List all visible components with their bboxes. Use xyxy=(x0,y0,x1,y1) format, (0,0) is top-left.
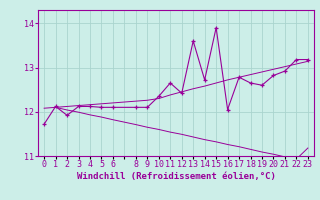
X-axis label: Windchill (Refroidissement éolien,°C): Windchill (Refroidissement éolien,°C) xyxy=(76,172,276,181)
